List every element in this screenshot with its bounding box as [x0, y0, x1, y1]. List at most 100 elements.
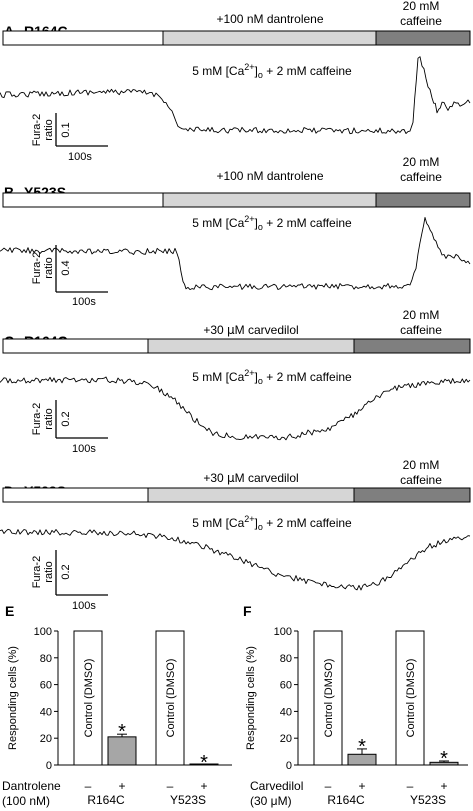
- panel-letter-b: B: [4, 184, 14, 200]
- drug-bar-d: [147, 487, 355, 503]
- y-tick-label: 20: [40, 733, 52, 745]
- scalebar-d-ylabel-line2: ratio: [43, 561, 55, 582]
- y-tick-label: 60: [40, 680, 52, 692]
- caffeine-bar-c: [353, 338, 471, 354]
- group-label: R164C: [327, 793, 365, 807]
- scalebar-a-ylabel-line1: Fura-2: [31, 114, 43, 146]
- minus-label: –: [167, 779, 174, 793]
- scalebar-a-time: 100s: [68, 151, 92, 163]
- control-bar-label: Control (DMSO): [323, 659, 335, 738]
- caffeine-label-b-line1: 20 mM: [403, 155, 440, 169]
- caffeine-label-a-line1: 20 mM: [403, 0, 440, 13]
- drug-label-b: +100 nM dantrolene: [216, 169, 323, 183]
- drug-label-a: +100 nM dantrolene: [216, 12, 323, 26]
- scalebar-b-time: 100s: [72, 296, 96, 308]
- minus-label: –: [325, 779, 332, 793]
- scalebar-a: Fura-2 ratio 0.1 100s: [31, 113, 108, 163]
- drug-bar-c: [147, 338, 355, 354]
- significance-star: *: [440, 748, 448, 770]
- control-bar-label: Control (DMSO): [405, 659, 417, 738]
- panel-e-bar-chart: E 0 20 40 60 80 100 Responding cells (%) Control…: [2, 603, 232, 808]
- treatment-label: Dantrolene: [2, 779, 61, 793]
- plus-label: +: [440, 779, 447, 793]
- plus-label: +: [358, 779, 365, 793]
- panel-c: C R164C +30 μM carvedilol 20 mM caffeine…: [0, 308, 471, 455]
- scalebar-b-ylabel-line1: Fura-2: [31, 252, 43, 284]
- caffeine-label-c-line1: 20 mM: [403, 308, 440, 322]
- caffeine-label-d-line2: caffeine: [400, 473, 442, 487]
- panel-letter: E: [5, 603, 14, 619]
- scalebar-d: Fura-2 ratio 0.2 100s: [31, 550, 108, 612]
- condition-label-d: 5 mM [Ca2+]o + 2 mM caffeine: [192, 514, 352, 532]
- y-tick-label: 0: [46, 760, 52, 772]
- scalebar-d-time: 100s: [72, 600, 96, 612]
- treatment-dose: (30 μM): [250, 794, 292, 808]
- condition-label-b: 5 mM [Ca2+]o + 2 mM caffeine: [192, 214, 352, 232]
- scalebar-c: Fura-2 ratio 0.2 100s: [31, 400, 108, 455]
- trace-d: [0, 528, 471, 591]
- panel-b: B Y523S +100 nM dantrolene 20 mM caffein…: [0, 155, 471, 308]
- y-tick-label: 20: [280, 733, 292, 745]
- condition-label-a: 5 mM [Ca2+]o + 2 mM caffeine: [192, 62, 352, 80]
- y-tick-label: 80: [280, 653, 292, 665]
- scalebar-c-ylabel-line2: ratio: [43, 408, 55, 429]
- plus-label: +: [200, 779, 207, 793]
- control-bar: [73, 630, 103, 766]
- scalebar-b-ylabel-line2: ratio: [43, 257, 55, 278]
- group-label: Y523S: [410, 793, 446, 807]
- y-tick-label: 60: [280, 680, 292, 692]
- treated-bar: [189, 763, 219, 766]
- panel-letter: F: [243, 603, 252, 619]
- scalebar-c-time: 100s: [72, 443, 96, 455]
- y-tick-label: 0: [286, 760, 292, 772]
- control-bar-label: Control (DMSO): [165, 659, 177, 738]
- panel-d: D Y523S +30 μM carvedilol 20 mM caffeine…: [0, 458, 471, 612]
- significance-star: *: [200, 752, 208, 774]
- control-bar: [155, 630, 185, 766]
- scalebar-a-value: 0.1: [60, 122, 72, 137]
- condition-label-c: 5 mM [Ca2+]o + 2 mM caffeine: [192, 368, 352, 386]
- y-axis-title: Responding cells (%): [7, 646, 19, 750]
- y-tick-label: 40: [280, 706, 292, 718]
- significance-star: *: [358, 736, 366, 758]
- y-axis-title: Responding cells (%): [245, 646, 257, 750]
- scalebar-d-ylabel-line1: Fura-2: [31, 556, 43, 588]
- scalebar-a-ylabel-line2: ratio: [43, 119, 55, 140]
- scalebar-c-value: 0.2: [60, 411, 72, 426]
- caffeine-label-a-line2: caffeine: [400, 14, 442, 28]
- control-bar: [313, 630, 343, 766]
- caffeine-bar-d: [353, 487, 471, 503]
- trace-c: [0, 376, 471, 441]
- scalebar-d-value: 0.2: [60, 564, 72, 579]
- caffeine-bar-a: [375, 30, 471, 46]
- minus-label: –: [85, 779, 92, 793]
- caffeine-label-c-line2: caffeine: [400, 323, 442, 337]
- group-label: R164C: [87, 793, 125, 807]
- trace-a: [0, 56, 471, 135]
- treatment-dose: (100 nM): [2, 794, 50, 808]
- group-label: Y523S: [170, 793, 206, 807]
- trace-b: [0, 217, 471, 291]
- caffeine-label-d-line1: 20 mM: [403, 458, 440, 472]
- y-tick-label: 100: [34, 626, 52, 638]
- treatment-label: Carvedilol: [250, 779, 303, 793]
- scalebar-b-value: 0.4: [60, 260, 72, 275]
- panel-f-bar-chart: F 0 20 40 60 80 100 Responding cells (%) Control…: [243, 603, 468, 808]
- significance-star: *: [118, 721, 126, 743]
- treated-bar: [107, 736, 137, 766]
- caffeine-bar-b: [375, 192, 471, 208]
- plus-label: +: [118, 779, 125, 793]
- scalebar-c-ylabel-line1: Fura-2: [31, 403, 43, 435]
- minus-label: –: [407, 779, 414, 793]
- y-tick-label: 100: [274, 626, 292, 638]
- control-bar-label: Control (DMSO): [83, 659, 95, 738]
- drug-label-d: +30 μM carvedilol: [203, 471, 298, 485]
- control-bar: [395, 630, 425, 766]
- drug-bar-b: [162, 192, 377, 208]
- drug-label-c: +30 μM carvedilol: [203, 323, 298, 337]
- drug-bar-a: [162, 30, 377, 46]
- scalebar-b: Fura-2 ratio 0.4 100s: [31, 245, 108, 308]
- y-tick-label: 80: [40, 653, 52, 665]
- caffeine-label-b-line2: caffeine: [400, 170, 442, 184]
